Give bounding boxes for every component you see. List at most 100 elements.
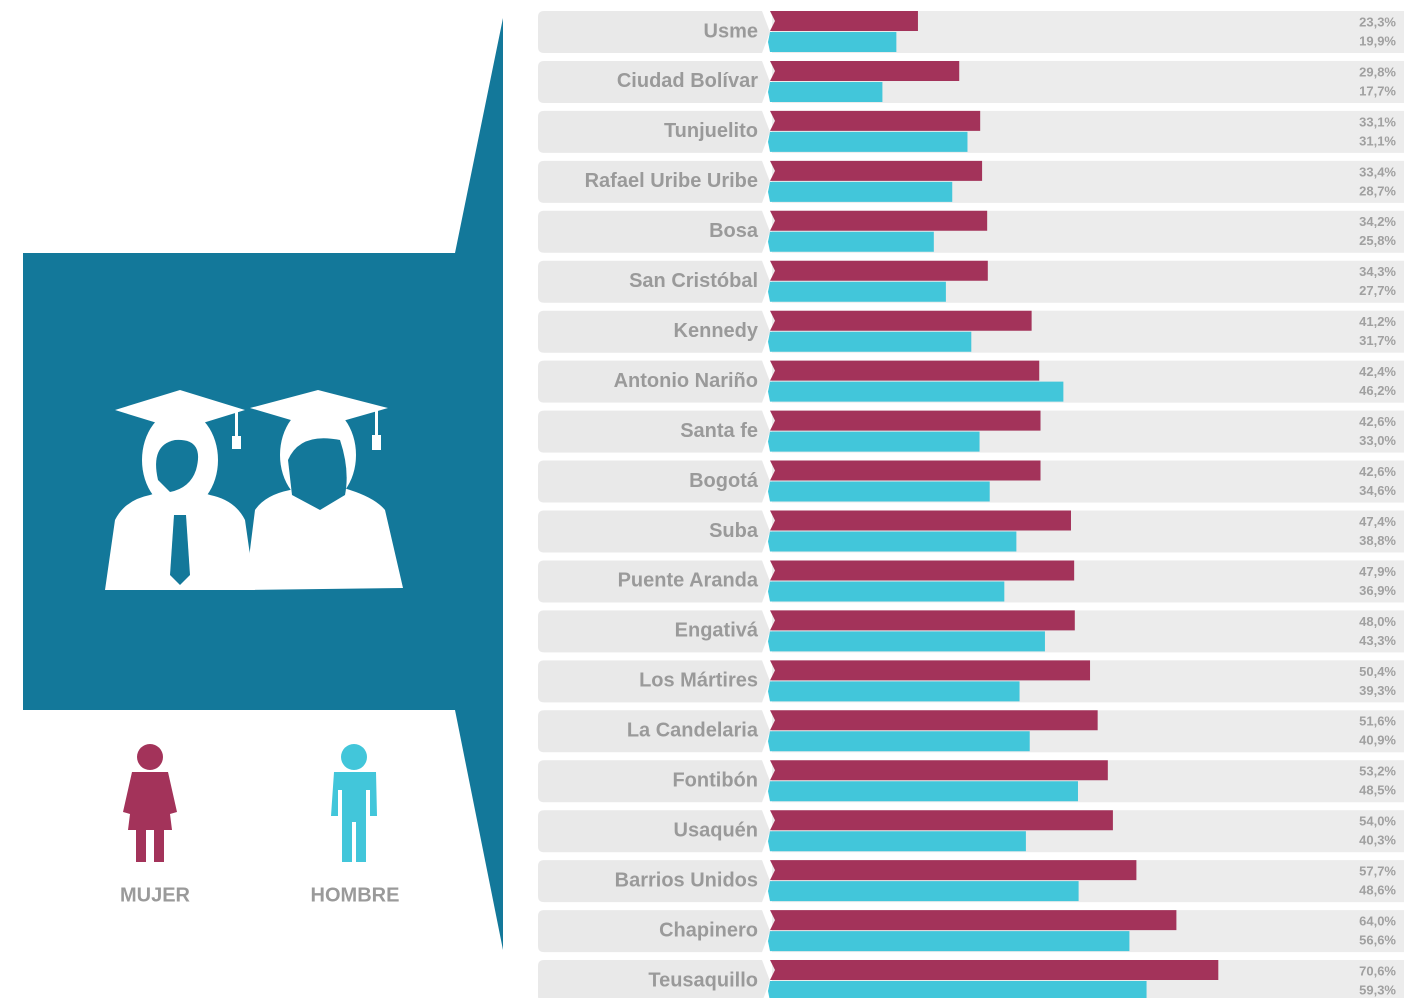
value-label: 25,8% bbox=[1359, 233, 1396, 248]
category-label: Fontibón bbox=[672, 770, 758, 792]
value-label: 33,4% bbox=[1359, 164, 1396, 179]
bar bbox=[768, 81, 883, 102]
panel bbox=[23, 18, 503, 950]
category-label: Kennedy bbox=[674, 320, 759, 342]
bar bbox=[770, 610, 1075, 631]
row-background bbox=[538, 510, 770, 553]
bar bbox=[770, 410, 1041, 431]
bar bbox=[770, 660, 1091, 681]
category-label: Los Mártires bbox=[639, 670, 758, 692]
bar bbox=[770, 210, 988, 231]
bar bbox=[770, 110, 981, 131]
bar bbox=[768, 881, 1079, 902]
row-background bbox=[538, 360, 770, 403]
legend-label: HOMBRE bbox=[311, 884, 400, 906]
row-background bbox=[538, 260, 770, 303]
value-label: 50,4% bbox=[1359, 664, 1396, 679]
value-label: 36,9% bbox=[1359, 583, 1396, 598]
bar bbox=[768, 781, 1078, 802]
bar bbox=[770, 810, 1113, 831]
category-label: Antonio Nariño bbox=[614, 370, 758, 392]
value-label: 34,6% bbox=[1359, 483, 1396, 498]
bar bbox=[768, 581, 1005, 602]
value-label: 33,0% bbox=[1359, 433, 1396, 448]
bar bbox=[770, 560, 1075, 581]
value-label: 33,1% bbox=[1359, 114, 1396, 129]
bar bbox=[768, 181, 953, 202]
value-label: 48,0% bbox=[1359, 614, 1396, 629]
value-label: 23,3% bbox=[1359, 14, 1396, 29]
category-label: Puente Aranda bbox=[618, 570, 759, 592]
bar bbox=[770, 910, 1177, 931]
category-label: Rafael Uribe Uribe bbox=[585, 170, 758, 192]
row-background bbox=[538, 810, 770, 853]
value-label: 31,7% bbox=[1359, 333, 1396, 348]
value-label: 42,4% bbox=[1359, 364, 1396, 379]
value-label: 53,2% bbox=[1359, 764, 1396, 779]
row-background bbox=[538, 460, 770, 503]
bar bbox=[768, 931, 1130, 952]
value-label: 47,4% bbox=[1359, 514, 1396, 529]
bar bbox=[770, 710, 1098, 731]
value-label: 56,6% bbox=[1359, 933, 1396, 948]
value-label: 46,2% bbox=[1359, 383, 1396, 398]
category-label: Usme bbox=[704, 20, 758, 42]
bar bbox=[768, 531, 1017, 552]
category-label: San Cristóbal bbox=[629, 270, 758, 292]
value-label: 31,1% bbox=[1359, 133, 1396, 148]
value-label: 40,3% bbox=[1359, 833, 1396, 848]
value-label: 64,0% bbox=[1359, 914, 1396, 929]
category-label: Ciudad Bolívar bbox=[617, 70, 758, 92]
row-background bbox=[538, 110, 770, 153]
bar bbox=[768, 681, 1020, 702]
value-label: 43,3% bbox=[1359, 633, 1396, 648]
bar bbox=[770, 760, 1108, 781]
legend-label: MUJER bbox=[120, 884, 191, 906]
bar bbox=[770, 360, 1040, 381]
row-background bbox=[538, 210, 770, 253]
row-background bbox=[538, 410, 770, 453]
bar bbox=[768, 731, 1030, 752]
value-label: 47,9% bbox=[1359, 564, 1396, 579]
bar bbox=[768, 331, 972, 352]
value-label: 39,3% bbox=[1359, 683, 1396, 698]
row-background bbox=[538, 760, 770, 803]
bar bbox=[768, 631, 1045, 652]
value-label: 34,3% bbox=[1359, 264, 1396, 279]
category-label: Barrios Unidos bbox=[615, 869, 758, 891]
value-label: 51,6% bbox=[1359, 714, 1396, 729]
value-label: 42,6% bbox=[1359, 464, 1396, 479]
man-icon bbox=[331, 744, 377, 862]
bar bbox=[770, 60, 960, 81]
row-background bbox=[538, 610, 770, 653]
bar bbox=[770, 460, 1041, 481]
row-background bbox=[538, 560, 770, 603]
row-background bbox=[538, 160, 770, 203]
value-label: 57,7% bbox=[1359, 864, 1396, 879]
category-label: Suba bbox=[709, 520, 759, 542]
category-label: Tunjuelito bbox=[664, 120, 758, 142]
bar bbox=[768, 32, 897, 52]
bar bbox=[770, 960, 1219, 981]
woman-icon bbox=[123, 744, 177, 862]
category-label: La Candelaria bbox=[627, 720, 759, 742]
value-label: 54,0% bbox=[1359, 814, 1396, 829]
category-label: Santa fe bbox=[680, 420, 758, 442]
category-label: Bogotá bbox=[689, 470, 759, 492]
value-label: 29,8% bbox=[1359, 64, 1396, 79]
value-label: 17,7% bbox=[1359, 83, 1396, 98]
category-label: Chapinero bbox=[659, 919, 758, 941]
bar bbox=[770, 11, 918, 31]
bar bbox=[768, 481, 990, 502]
value-label: 28,7% bbox=[1359, 183, 1396, 198]
bar bbox=[768, 281, 946, 302]
bar bbox=[770, 260, 988, 281]
row-background bbox=[538, 910, 770, 953]
bar bbox=[770, 510, 1071, 531]
row-background bbox=[538, 710, 770, 753]
bar bbox=[768, 231, 934, 252]
bar bbox=[768, 381, 1064, 402]
value-label: 42,6% bbox=[1359, 414, 1396, 429]
row-background bbox=[538, 960, 770, 998]
